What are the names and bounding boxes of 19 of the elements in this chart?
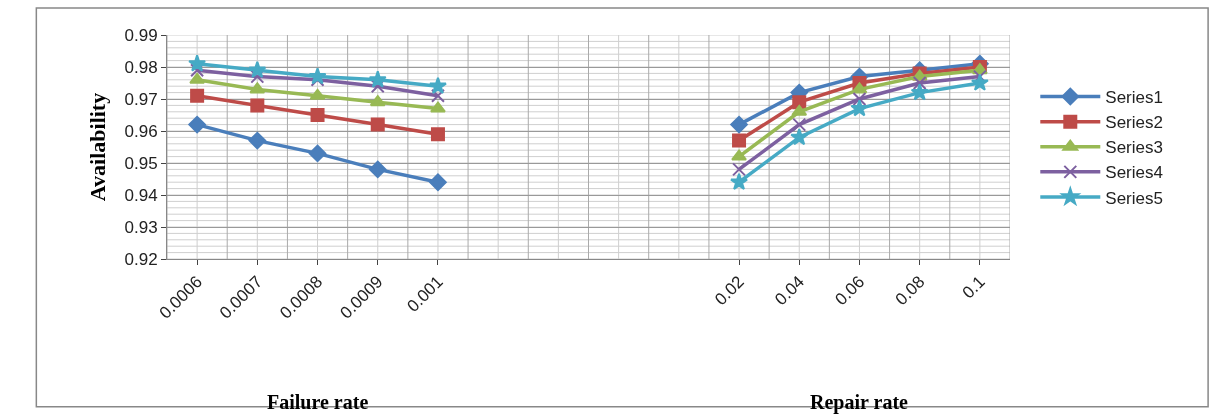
y-tick-label: 0.98 xyxy=(124,57,158,77)
legend-label: Series2 xyxy=(1105,113,1163,133)
y-tick-label: 0.95 xyxy=(124,153,158,173)
y-tick-label: 0.97 xyxy=(124,89,158,109)
y-tick-label: 0.94 xyxy=(124,185,158,205)
x-tick-label: 0.1 xyxy=(958,272,989,303)
x-tick-label: 0.06 xyxy=(831,272,869,310)
y-axis-title: Availability xyxy=(85,92,111,202)
text: Repair rate xyxy=(810,391,909,414)
y-tick-label: 0.96 xyxy=(124,121,158,141)
x-tick-label: 0.08 xyxy=(891,272,929,310)
legend-label: Series4 xyxy=(1105,163,1163,183)
y-tick-label: 0.92 xyxy=(124,249,158,269)
legend-label: Series3 xyxy=(1105,138,1163,158)
legend-label: Series5 xyxy=(1105,188,1163,208)
text: Failure rate xyxy=(267,391,369,413)
y-tick-label: 0.99 xyxy=(124,25,158,45)
y-tick-label: 0.93 xyxy=(124,217,158,237)
legend-label: Series1 xyxy=(1105,88,1163,108)
